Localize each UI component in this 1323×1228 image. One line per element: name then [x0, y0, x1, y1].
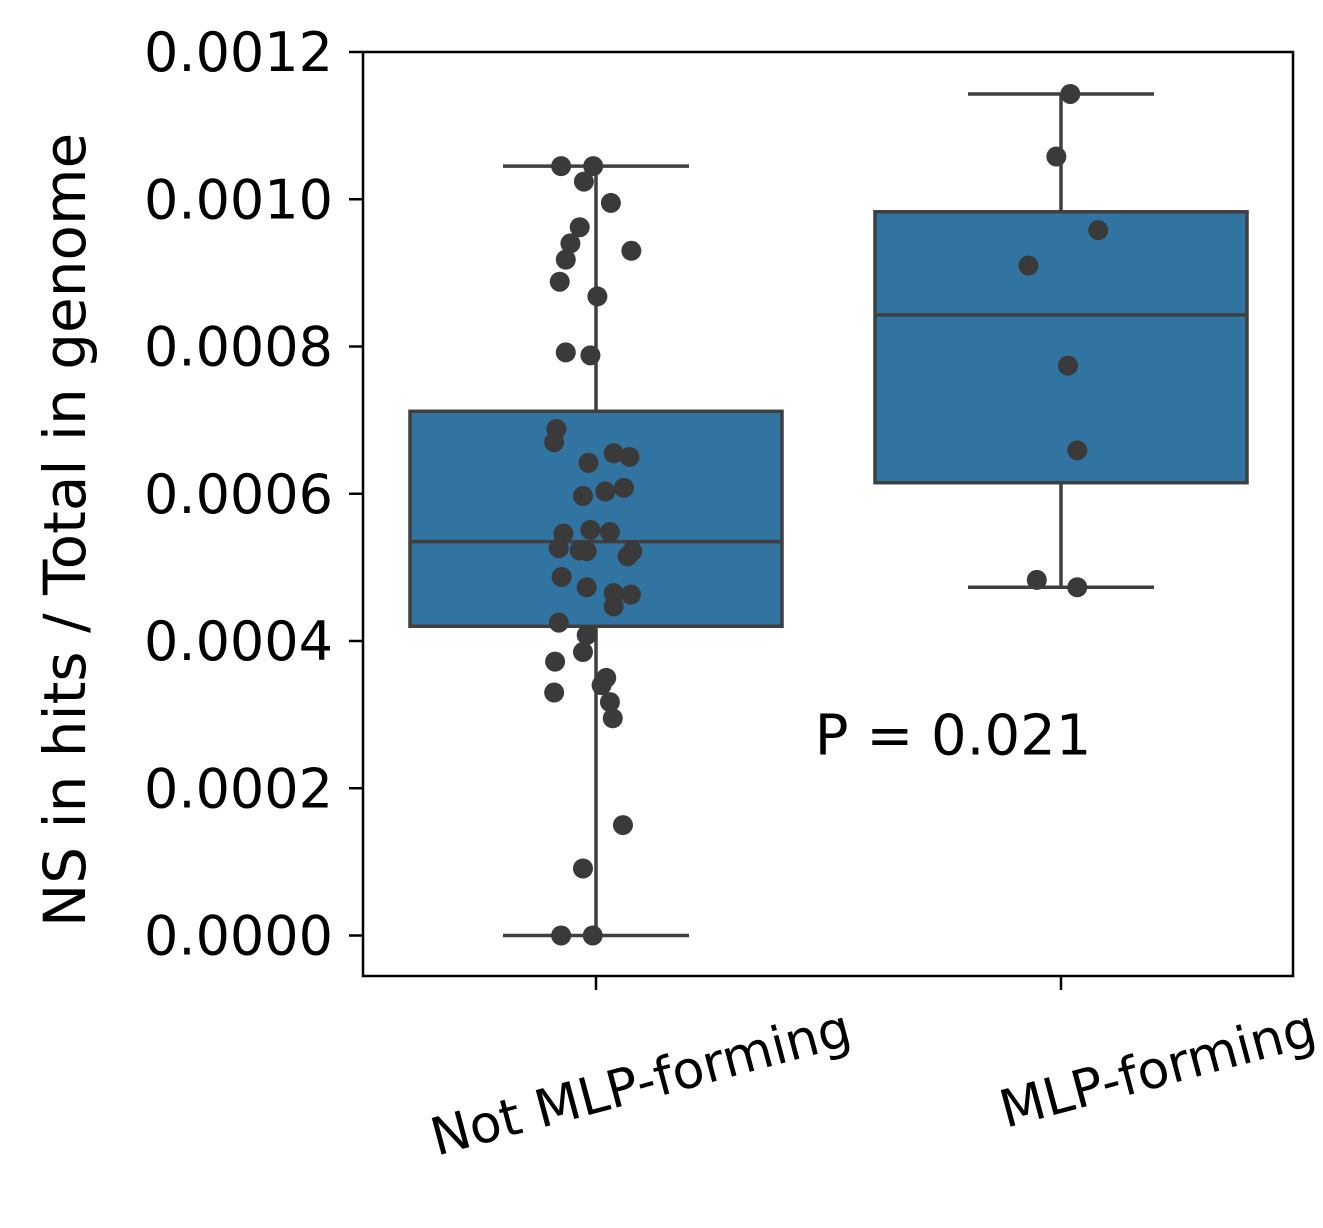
axes-frame — [361, 50, 1295, 978]
data-point — [580, 519, 601, 540]
data-point — [572, 485, 593, 506]
data-point — [595, 481, 616, 502]
data-point — [572, 858, 593, 879]
data-point — [578, 452, 599, 473]
data-point — [1088, 220, 1109, 241]
data-point — [599, 692, 620, 713]
data-point — [573, 171, 594, 192]
data-point — [612, 815, 633, 836]
y-tick-label: 0.0004 — [144, 610, 333, 673]
data-point — [602, 708, 623, 729]
y-tick-label: 0.0010 — [144, 168, 333, 231]
data-point — [548, 612, 569, 633]
data-point — [587, 286, 608, 307]
data-point — [576, 625, 597, 646]
data-point — [600, 192, 621, 213]
data-point — [544, 432, 565, 453]
y-tick-label: 0.0012 — [144, 21, 333, 84]
data-point — [619, 446, 640, 467]
x-tick-label: MLP-forming — [993, 999, 1322, 1141]
data-point — [1060, 83, 1081, 104]
data-point — [1057, 355, 1078, 376]
data-point — [560, 233, 581, 254]
data-point — [1067, 440, 1088, 461]
data-point — [548, 538, 569, 559]
y-tick-label: 0.0008 — [144, 316, 333, 379]
points-group-0 — [544, 156, 643, 946]
data-point — [576, 541, 597, 562]
data-point — [620, 584, 641, 605]
data-point — [555, 249, 576, 270]
data-point — [1067, 577, 1088, 598]
data-point — [582, 925, 603, 946]
data-point — [599, 522, 620, 543]
data-point — [603, 596, 624, 617]
data-point — [551, 925, 572, 946]
data-point — [617, 546, 638, 567]
data-point — [1026, 569, 1047, 590]
annotations: P = 0.021 — [815, 704, 1092, 769]
data-point — [551, 156, 572, 177]
data-point — [580, 345, 601, 366]
data-point — [545, 651, 566, 672]
y-tick-label: 0.0002 — [144, 757, 333, 820]
y-tick-label: 0.0006 — [144, 463, 333, 526]
plot-area — [408, 83, 1249, 946]
data-point — [591, 675, 612, 696]
y-tick-label: 0.0000 — [144, 905, 333, 968]
points-group-1 — [1018, 83, 1109, 598]
box-group-1 — [873, 92, 1249, 590]
data-point — [603, 443, 624, 464]
data-point — [569, 217, 590, 238]
p-value-annotation: P = 0.021 — [815, 704, 1092, 769]
data-point — [583, 156, 604, 177]
box-iqr — [408, 409, 784, 629]
data-point — [544, 682, 565, 703]
box-iqr — [873, 210, 1249, 485]
data-point — [576, 577, 597, 598]
data-point — [613, 477, 634, 498]
y-axis: 0.0000 0.0002 0.0004 0.0006 0.0008 0.0010 0.00… — [144, 21, 363, 968]
data-point — [551, 566, 572, 587]
x-axis: Not MLP-forming MLP-forming — [424, 976, 1322, 1168]
data-point — [555, 342, 576, 363]
data-point — [1018, 255, 1039, 276]
x-tick-label: Not MLP-forming — [424, 999, 857, 1169]
data-point — [1046, 146, 1067, 167]
data-point — [549, 271, 570, 292]
data-point — [572, 642, 593, 663]
data-point — [621, 240, 642, 261]
y-axis-label: NS in hits / Total in genome — [31, 133, 99, 927]
